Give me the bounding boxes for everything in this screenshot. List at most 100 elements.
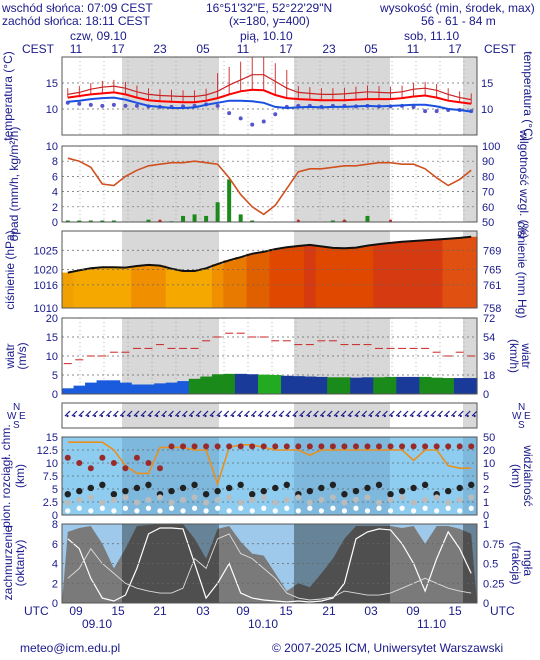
cloud-panel-ytick-left-3: 6: [52, 539, 58, 551]
wind-arrow-dot: [149, 414, 152, 418]
cloud-mid-dot: [87, 484, 95, 492]
sunrise-text: wschód słońca: 07:09 CEST: [2, 1, 153, 15]
wind-arrow: [71, 410, 78, 417]
dew-point-dot: [88, 102, 93, 107]
coords-text: 16°51'32"E, 52°22'29"N: [206, 1, 333, 15]
wind-speed-fill: [62, 388, 75, 394]
pressure-fill: [315, 246, 328, 308]
precip-bar: [100, 220, 105, 222]
vis-ylabel-left-unit: (km): [13, 464, 27, 488]
wind-speed-fill: [119, 382, 132, 394]
precip-panel-night-0: [122, 146, 219, 222]
wind-arrow-dot: [204, 414, 207, 418]
wind-arrow-dot: [370, 414, 373, 418]
vis-panel-ytick-right-1: 1: [483, 497, 489, 509]
pressure-fill: [108, 267, 121, 308]
wind-speed-fill: [315, 376, 328, 394]
vis-ylabel-left: pion. rozciągł. chm.: [0, 424, 13, 527]
cloud-panel-ytick-left-0: 0: [52, 598, 58, 610]
pressure-ylabel-right: ciśnienie (mm Hg): [515, 222, 529, 319]
wind-arrow: [257, 410, 264, 417]
precip-bar: [227, 179, 232, 222]
cloud-base-dot: [422, 505, 428, 511]
wind-arrow-dot: [335, 414, 338, 418]
wind-arrow-dot: [135, 414, 138, 418]
precip-bar: [204, 215, 209, 222]
wind-speed-fill: [442, 378, 455, 394]
wind-arrow-dot: [87, 414, 90, 418]
pressure-fill: [465, 236, 478, 308]
cloud-low-dot: [145, 496, 152, 503]
cloud-base-dot: [157, 508, 163, 514]
wind-speed-fill: [108, 380, 121, 394]
cloud-low-dot: [410, 499, 417, 506]
cloud-mid-dot: [421, 481, 429, 489]
cloud-base-dot: [387, 508, 394, 514]
vis-panel-ytick-right-0: 0: [483, 510, 489, 522]
wind-arrow: [154, 410, 161, 417]
vis-panel-ytick-right-6: 50: [483, 432, 495, 444]
cloud-low-dot: [387, 496, 394, 503]
cloud-base-dot: [410, 508, 417, 514]
cloud-high-dot: [122, 465, 129, 472]
cloud-mid-dot: [283, 481, 290, 489]
wind-arrow-dot: [280, 414, 283, 418]
cloud-high-dot: [306, 443, 313, 450]
wind-arrow: [395, 410, 402, 417]
cloud-low-dot: [168, 499, 175, 506]
cloud-low-dot: [283, 496, 290, 503]
cloud-low-dot: [376, 499, 383, 506]
cloud-low-dot: [341, 499, 348, 506]
wind-arrow-dot: [342, 414, 345, 418]
cloud-high-dot: [226, 443, 233, 450]
cloud-high-dot: [272, 443, 279, 450]
cloud-low-dot: [399, 494, 406, 501]
pressure-fill: [396, 241, 409, 308]
precip-panel-ytick-right-2: 70: [482, 187, 494, 199]
compass-w-1: W: [7, 411, 17, 422]
cloud-low-dot: [260, 494, 267, 501]
pressure-fill: [442, 238, 455, 308]
wind-arrow-dot: [183, 414, 186, 418]
wind-arrow: [278, 410, 285, 417]
wind-dir-strip-night-2: [463, 403, 477, 428]
top-hour-4: 11: [237, 42, 250, 56]
cloud-high-dot: [341, 443, 348, 450]
cloud-low-dot: [191, 494, 198, 501]
cloud-mid-dot: [122, 487, 129, 495]
cloud-low-dot: [295, 494, 302, 501]
email-link[interactable]: meteo@icm.edu.pl: [20, 641, 121, 655]
cloud-low-dot: [433, 494, 440, 501]
wind-arrow: [388, 410, 395, 417]
pressure-fill: [419, 240, 432, 308]
wind-arrow: [195, 410, 202, 417]
cloud-mid-dot: [249, 491, 256, 498]
pressure-panel-ytick-right-0: 758: [483, 303, 501, 315]
precip-bar: [250, 220, 255, 222]
precip-bar: [88, 220, 93, 222]
wind-arrow-dot: [114, 414, 117, 418]
wind-arrow: [99, 410, 105, 417]
wind-arrow: [319, 410, 326, 417]
cloud-high-dot: [387, 443, 394, 450]
wind-panel-ytick-left-0: 0: [52, 389, 58, 401]
cloud-mid-dot: [99, 481, 106, 489]
cloud-high-dot: [237, 443, 244, 450]
pressure-fill: [119, 267, 132, 308]
wind-arrow: [464, 410, 471, 417]
precip-bar: [330, 220, 335, 222]
wind-arrow-dot: [66, 414, 69, 418]
cloud-high-dot: [87, 465, 94, 472]
cloud-base-dot: [145, 505, 152, 511]
wind-arrow-dot: [266, 414, 269, 418]
pressure-fill: [200, 268, 213, 308]
cloud-base-dot: [468, 505, 474, 511]
precip-panel-ytick-right-1: 60: [482, 202, 494, 214]
bottom-hour-0: 09: [69, 604, 83, 618]
fog-ylabel-right-unit: (frakcja): [509, 541, 523, 584]
cloud-mid-dot: [145, 481, 152, 489]
humidity-ylabel-right: wilgotność wzgl. (%): [517, 129, 531, 239]
cloud-low-dot: [237, 499, 244, 506]
wind-arrow: [126, 410, 133, 417]
cloud-mid-dot: [214, 487, 221, 495]
